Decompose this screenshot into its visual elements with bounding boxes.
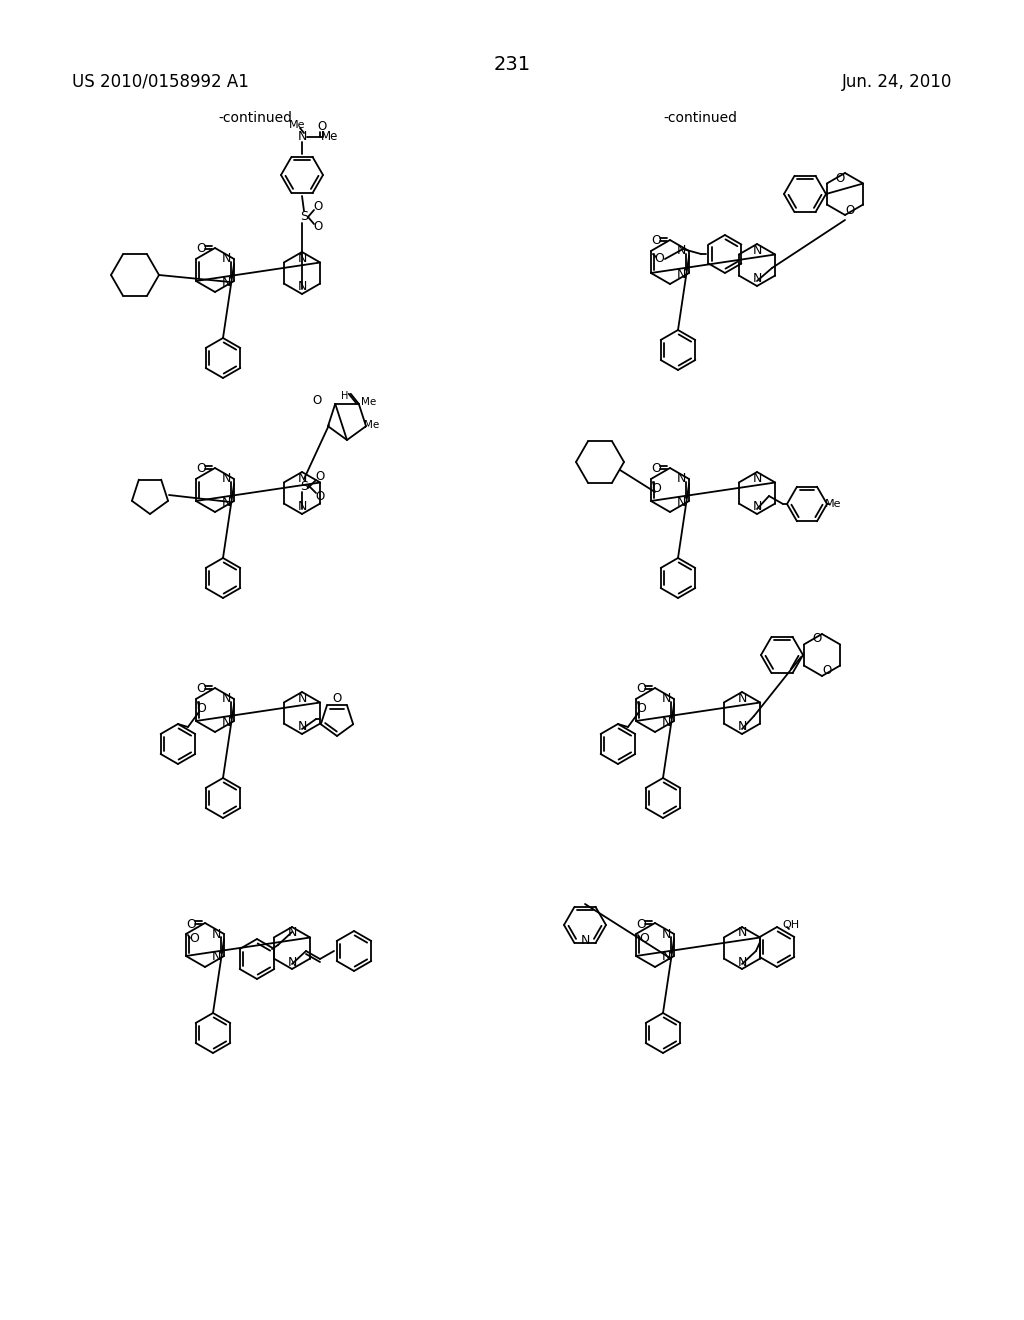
- Text: OH: OH: [782, 920, 799, 931]
- Text: N: N: [581, 933, 590, 946]
- Text: S: S: [300, 479, 308, 492]
- Text: N: N: [221, 495, 230, 508]
- Text: N: N: [662, 693, 671, 705]
- Text: N: N: [297, 471, 306, 484]
- Text: N: N: [662, 950, 671, 964]
- Text: O: O: [333, 693, 342, 705]
- Text: N: N: [753, 500, 762, 513]
- Text: N: N: [297, 252, 306, 264]
- Text: H: H: [341, 391, 349, 401]
- Text: O: O: [822, 664, 831, 677]
- Text: O: O: [651, 483, 660, 495]
- Text: N: N: [211, 950, 221, 964]
- Text: N: N: [737, 956, 746, 969]
- Text: N: N: [221, 252, 230, 265]
- Text: N: N: [221, 693, 230, 705]
- Text: O: O: [636, 702, 646, 715]
- Text: Me: Me: [361, 397, 377, 407]
- Text: N: N: [677, 495, 686, 508]
- Text: O: O: [651, 462, 660, 475]
- Text: -continued: -continued: [663, 111, 737, 125]
- Text: O: O: [636, 917, 646, 931]
- Text: N: N: [211, 928, 221, 940]
- Text: O: O: [312, 393, 322, 407]
- Text: Me: Me: [365, 420, 380, 430]
- Text: O: O: [846, 203, 855, 216]
- Text: -continued: -continued: [218, 111, 292, 125]
- Text: O: O: [196, 702, 206, 715]
- Text: N: N: [297, 721, 306, 734]
- Text: S: S: [300, 210, 308, 223]
- Text: O: O: [196, 462, 206, 475]
- Text: O: O: [313, 201, 323, 214]
- Text: O: O: [186, 917, 196, 931]
- Text: O: O: [317, 120, 327, 133]
- Text: N: N: [297, 500, 306, 513]
- Text: O: O: [196, 243, 206, 256]
- Text: Jun. 24, 2010: Jun. 24, 2010: [842, 73, 952, 91]
- Text: O: O: [315, 470, 325, 483]
- Text: O: O: [639, 932, 649, 945]
- Text: O: O: [189, 932, 199, 945]
- Text: O: O: [836, 172, 845, 185]
- Text: O: O: [636, 682, 646, 696]
- Text: N: N: [737, 692, 746, 705]
- Text: N: N: [662, 715, 671, 729]
- Text: O: O: [196, 682, 206, 696]
- Text: N: N: [753, 272, 762, 285]
- Text: N: N: [677, 473, 686, 486]
- Text: N: N: [737, 927, 746, 940]
- Text: N: N: [753, 243, 762, 256]
- Text: N: N: [677, 244, 686, 257]
- Text: 231: 231: [494, 55, 530, 74]
- Text: N: N: [737, 721, 746, 734]
- Text: N: N: [288, 927, 297, 940]
- Text: O: O: [812, 632, 821, 645]
- Text: O: O: [313, 220, 323, 234]
- Text: N: N: [297, 281, 306, 293]
- Text: N: N: [662, 928, 671, 940]
- Text: O: O: [654, 252, 664, 265]
- Text: O: O: [315, 490, 325, 503]
- Text: N: N: [297, 692, 306, 705]
- Text: US 2010/0158992 A1: US 2010/0158992 A1: [72, 73, 249, 91]
- Text: N: N: [297, 131, 306, 144]
- Text: Me: Me: [322, 131, 339, 144]
- Text: N: N: [677, 268, 686, 281]
- Text: N: N: [221, 715, 230, 729]
- Text: Me: Me: [824, 499, 842, 510]
- Text: N: N: [753, 471, 762, 484]
- Text: N: N: [221, 276, 230, 289]
- Text: O: O: [651, 235, 660, 248]
- Text: N: N: [288, 956, 297, 969]
- Text: N: N: [221, 473, 230, 486]
- Text: Me: Me: [289, 120, 305, 129]
